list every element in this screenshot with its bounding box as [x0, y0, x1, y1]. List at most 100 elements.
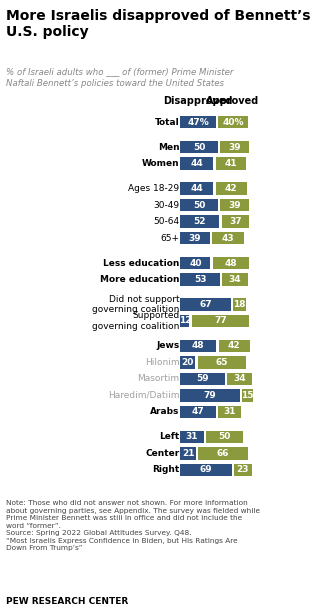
Bar: [180, 298, 231, 311]
Bar: [218, 116, 248, 128]
Text: 69: 69: [200, 465, 213, 475]
Text: More Israelis disapproved of Bennett’s
U.S. policy: More Israelis disapproved of Bennett’s U…: [6, 9, 310, 39]
Text: 77: 77: [214, 316, 227, 325]
Bar: [180, 257, 210, 269]
Bar: [180, 373, 224, 385]
Text: 52: 52: [193, 217, 206, 226]
Text: Note: Those who did not answer not shown. For more information
about governing p: Note: Those who did not answer not shown…: [6, 500, 260, 551]
Text: 44: 44: [190, 184, 203, 193]
Bar: [180, 157, 213, 170]
Text: Right: Right: [152, 465, 179, 475]
Text: More education: More education: [100, 275, 179, 284]
Bar: [220, 141, 249, 154]
Bar: [180, 464, 232, 476]
Text: Men: Men: [157, 142, 179, 152]
Bar: [242, 389, 253, 402]
Text: 42: 42: [225, 184, 238, 193]
Text: 48: 48: [224, 258, 237, 268]
Text: Women: Women: [142, 159, 179, 168]
Text: 48: 48: [192, 341, 205, 351]
Text: Masortim: Masortim: [137, 375, 179, 383]
Text: Approved: Approved: [206, 96, 259, 106]
Text: 39: 39: [228, 201, 241, 209]
Text: 21: 21: [182, 449, 194, 458]
Bar: [180, 232, 210, 244]
Text: 79: 79: [204, 391, 216, 400]
Bar: [206, 430, 243, 443]
Bar: [180, 141, 218, 154]
Text: 50: 50: [193, 142, 205, 152]
Bar: [212, 232, 244, 244]
Text: 65+: 65+: [160, 233, 179, 243]
Text: 43: 43: [222, 233, 234, 243]
Bar: [220, 199, 249, 211]
Text: 53: 53: [194, 275, 206, 284]
Bar: [180, 216, 219, 228]
Bar: [180, 356, 195, 368]
Bar: [192, 315, 249, 327]
Text: 31: 31: [186, 432, 198, 441]
Bar: [180, 447, 196, 460]
Text: 30-49: 30-49: [153, 201, 179, 209]
Bar: [180, 430, 204, 443]
Text: 65: 65: [216, 358, 228, 367]
Bar: [222, 273, 248, 286]
Text: 34: 34: [229, 275, 241, 284]
Text: Arabs: Arabs: [150, 408, 179, 416]
Text: 50: 50: [193, 201, 205, 209]
Text: 41: 41: [225, 159, 237, 168]
Text: Total: Total: [154, 118, 179, 126]
Bar: [180, 182, 213, 195]
Text: Hilonim: Hilonim: [145, 358, 179, 367]
Text: Ages 18-29: Ages 18-29: [128, 184, 179, 193]
Text: 39: 39: [188, 233, 201, 243]
Bar: [180, 315, 189, 327]
Bar: [218, 406, 241, 418]
Text: 40: 40: [189, 258, 202, 268]
Bar: [222, 216, 249, 228]
Bar: [180, 273, 220, 286]
Text: Jews: Jews: [156, 341, 179, 351]
Text: 12: 12: [179, 316, 191, 325]
Text: 66: 66: [217, 449, 229, 458]
Text: Left: Left: [159, 432, 179, 441]
Text: 15: 15: [241, 391, 254, 400]
Text: Did not support
governing coalition: Did not support governing coalition: [92, 295, 179, 314]
Text: 18: 18: [233, 300, 246, 309]
Text: Less education: Less education: [103, 258, 179, 268]
Text: 44: 44: [190, 159, 203, 168]
Text: 39: 39: [228, 142, 241, 152]
Bar: [180, 389, 240, 402]
Text: Center: Center: [145, 449, 179, 458]
Text: 40%: 40%: [222, 118, 244, 126]
Text: Disapproved: Disapproved: [163, 96, 233, 106]
Bar: [198, 447, 248, 460]
Bar: [180, 199, 218, 211]
Text: Haredim/Datiim: Haredim/Datiim: [108, 391, 179, 400]
Bar: [227, 373, 252, 385]
Text: Supported
governing coalition: Supported governing coalition: [92, 311, 179, 331]
Text: 42: 42: [228, 341, 241, 351]
Text: 23: 23: [237, 465, 249, 475]
Text: 37: 37: [229, 217, 242, 226]
Text: PEW RESEARCH CENTER: PEW RESEARCH CENTER: [6, 597, 128, 606]
Bar: [234, 464, 252, 476]
Bar: [233, 298, 246, 311]
Text: 47: 47: [192, 408, 204, 416]
Bar: [215, 182, 247, 195]
Bar: [213, 257, 249, 269]
Text: 59: 59: [196, 375, 209, 383]
Text: % of Israeli adults who ___ of (former) Prime Minister
Naftali Bennett’s policie: % of Israeli adults who ___ of (former) …: [6, 68, 233, 88]
Bar: [215, 157, 246, 170]
Bar: [180, 340, 216, 352]
Text: 50-64: 50-64: [153, 217, 179, 226]
Bar: [197, 356, 246, 368]
Bar: [180, 406, 215, 418]
Text: 31: 31: [223, 408, 236, 416]
Bar: [180, 116, 215, 128]
Text: 50: 50: [219, 432, 231, 441]
Text: 20: 20: [182, 358, 194, 367]
Text: 67: 67: [199, 300, 212, 309]
Text: 34: 34: [233, 375, 246, 383]
Text: 47%: 47%: [187, 118, 209, 126]
